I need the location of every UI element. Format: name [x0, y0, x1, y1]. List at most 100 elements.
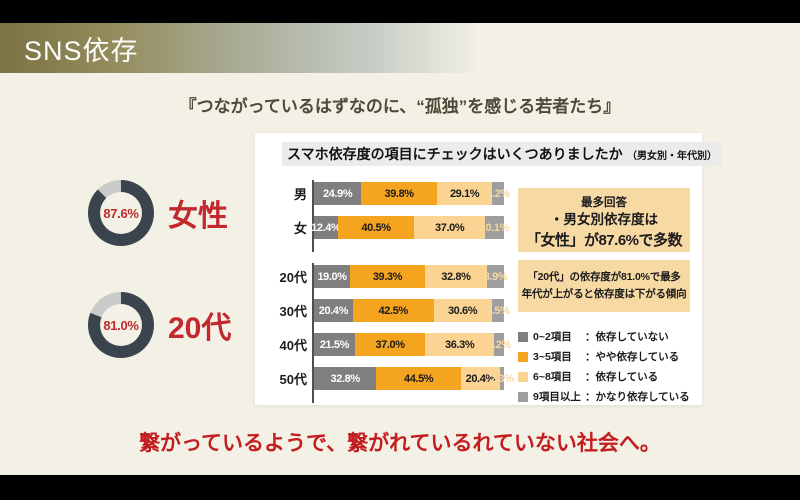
bar-category-label: 50代 — [279, 372, 307, 387]
donut-label: 20代 — [168, 312, 232, 345]
legend-item: 3~5項目 ：やや依存している — [518, 349, 700, 364]
legend-desc: ：依存していない — [585, 331, 669, 343]
bar-segment: 42.5% — [352, 299, 434, 322]
bar-segment-value: 10.1% — [479, 221, 510, 234]
legend-desc: ：かなり依存している — [585, 391, 690, 403]
bar-segment-value: 6.5% — [486, 304, 510, 317]
bar-segment-value: 12.4% — [311, 221, 341, 234]
donut-value: 87.6% — [103, 205, 139, 221]
bar-segment: 6.5% — [486, 299, 510, 322]
legend-range: 3~5項目 — [533, 351, 572, 363]
bar-segment-value: 42.5% — [378, 304, 409, 317]
bar-segment-value: 19.0% — [317, 270, 347, 283]
bar-segment: 39.8% — [361, 182, 437, 205]
legend-item: 6~8項目 ：依存している — [518, 369, 700, 384]
bar-row: 50代 32.8% 44.5% 20.4% 2.3% — [269, 367, 514, 390]
bar-group-age: 20代 19.0% 39.3% 32.8% 8.9% 30代 20.4% 42.5% 30.6%… — [269, 263, 514, 403]
donut-value: 81.0% — [103, 317, 139, 333]
bar-row: 40代 21.5% 37.0% 36.3% 5.2% — [269, 333, 511, 356]
bar-segment: 37.0% — [354, 333, 426, 356]
note-line: 「女性」が87.6%で多数 — [525, 231, 683, 249]
bar-segment: 5.2% — [487, 333, 511, 356]
legend-range: 0~2項目 — [533, 331, 572, 343]
bar-segment: 29.1% — [436, 182, 493, 205]
stacked-bar: 21.5% 37.0% 36.3% 5.2% — [314, 333, 511, 356]
note-line: 最多回答 — [581, 197, 627, 209]
bar-segment-value: 32.8% — [441, 270, 471, 283]
bar-category-label: 30代 — [279, 304, 307, 319]
note-line: 年代が上がると依存度は下がる傾向 — [521, 288, 687, 301]
note-line: 「20代」の依存度が81.0%で最多 — [527, 271, 681, 283]
bar-segment-value: 20.4% — [465, 372, 496, 385]
bar-segment-value: 2.3% — [490, 372, 514, 385]
chart-title: スマホ依存度の項目にチェックはいくつありましたか （男女別・年代別） — [282, 142, 723, 166]
bar-segment: 44.5% — [376, 367, 461, 390]
bar-row: 男 24.9% 39.8% 29.1% 6.2% — [269, 182, 510, 205]
bar-segment-value: 21.5% — [319, 338, 350, 351]
stacked-bar: 20.4% 42.5% 30.6% 6.5% — [314, 299, 510, 322]
stacked-bar: 12.4% 40.5% 37.0% 10.1% — [311, 216, 509, 239]
bar-segment: 2.3% — [490, 367, 514, 390]
bar-row: 30代 20.4% 42.5% 30.6% 6.5% — [269, 299, 510, 322]
donut-label: 女性 — [168, 200, 228, 233]
bar-segment: 37.0% — [414, 216, 485, 239]
bar-segment: 36.3% — [425, 333, 495, 356]
bar-segment-value: 20.4% — [318, 304, 349, 317]
bar-segment: 6.2% — [486, 182, 510, 205]
note-box-age: 「20代」の依存度が81.0%で最多 年代が上がると依存度は下がる傾向 — [518, 260, 690, 312]
donut-chart: 81.0% — [88, 292, 154, 358]
subtitle: 『つながっているはずなのに、“孤独”を感じる若者たち』 — [179, 97, 621, 116]
bar-segment: 8.9% — [483, 265, 508, 288]
footer-message: 繋がっているようで、繋がれているれていない社会へ。 — [139, 432, 661, 455]
donut-chart: 87.6% — [88, 180, 154, 246]
bar-segment: 24.9% — [314, 182, 362, 205]
bar-segment: 19.0% — [314, 265, 351, 288]
bar-row: 女 12.4% 40.5% 37.0% 10.1% — [269, 216, 509, 239]
bar-segment-value: 39.8% — [384, 187, 415, 200]
bar-segment: 12.4% — [311, 216, 341, 239]
bar-segment: 20.4% — [314, 299, 353, 322]
legend-item: 9項目以上 ：かなり依存している — [518, 389, 700, 404]
chart-panel: スマホ依存度の項目にチェックはいくつありましたか （男女別・年代別） 男 24.9… — [255, 133, 723, 405]
bar-segment-value: 29.1% — [449, 187, 480, 200]
bar-category-label: 男 — [293, 187, 307, 202]
bar-segment: 32.8% — [424, 265, 488, 288]
bar-segment-value: 37.0% — [375, 338, 405, 351]
donut-hole: 81.0% — [100, 304, 142, 346]
donut-hole: 87.6% — [100, 192, 142, 234]
donut-block-female: 87.6% 女性 — [88, 180, 228, 246]
bar-segment-value: 40.5% — [361, 221, 391, 234]
bar-segment-value: 8.9% — [483, 270, 508, 283]
bar-segment: 20.4% — [460, 367, 500, 390]
legend-range: 6~8項目 — [533, 371, 572, 383]
stacked-bar: 19.0% 39.3% 32.8% 8.9% — [314, 265, 508, 288]
legend-swatch — [518, 351, 528, 362]
bar-segment-value: 5.2% — [487, 338, 511, 351]
chart-title-text: スマホ依存度の項目にチェックはいくつありましたか — [287, 146, 623, 162]
stacked-bar: 32.8% 44.5% 20.4% 2.3% — [314, 367, 514, 390]
chart-title-suffix: （男女別・年代別） — [627, 151, 718, 162]
bar-segment: 40.5% — [337, 216, 415, 239]
bar-group-gender: 男 24.9% 39.8% 29.1% 6.2% 女 12.4% 40.5% 37.0% 10.1… — [269, 180, 510, 252]
letterbox-top — [0, 0, 800, 23]
note-line: ・男女別依存度は — [550, 212, 658, 228]
bar-segment-value: 24.9% — [323, 187, 353, 200]
page-title: SNS依存 — [24, 35, 139, 66]
bar-segment: 21.5% — [314, 333, 355, 356]
note-box-gender: 最多回答 ・男女別依存度は 「女性」が87.6%で多数 — [518, 188, 690, 252]
legend-range: 9項目以上 — [533, 391, 581, 403]
bar-segment: 39.3% — [350, 265, 425, 288]
bar-segment-value: 36.3% — [445, 338, 475, 351]
bar-segment: 10.1% — [480, 216, 509, 239]
bar-category-label: 女 — [293, 221, 307, 236]
letterbox-bottom — [0, 475, 800, 500]
legend-desc: ：依存している — [585, 371, 659, 383]
bar-segment-value: 32.8% — [330, 372, 361, 385]
bar-segment-value: 30.6% — [447, 304, 478, 317]
bar-segment-value: 6.2% — [486, 187, 510, 200]
legend-desc: ：やや依存している — [585, 351, 680, 363]
stacked-bar: 24.9% 39.8% 29.1% 6.2% — [314, 182, 510, 205]
header-bar: SNS依存 — [0, 23, 800, 73]
bar-category-label: 20代 — [279, 270, 307, 285]
